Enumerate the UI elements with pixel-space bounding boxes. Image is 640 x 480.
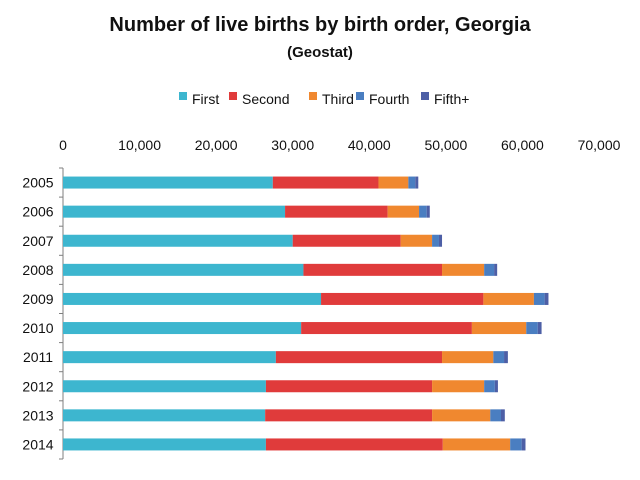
category-label: 2012	[22, 378, 53, 394]
bar-segment	[432, 380, 485, 393]
bar-segment	[521, 438, 526, 451]
bar-segment	[63, 292, 322, 305]
category-label: 2005	[22, 175, 53, 191]
bar-segment	[63, 351, 276, 364]
x-tick-label: 60,000	[501, 137, 544, 153]
bar-segment	[400, 234, 433, 247]
bar-segment	[544, 292, 549, 305]
chart-title: Number of live births by birth order, Ge…	[109, 14, 531, 36]
category-label: 2014	[22, 436, 53, 452]
bar-segment	[387, 205, 420, 218]
legend-swatch	[421, 92, 429, 100]
x-tick-label: 30,000	[271, 137, 314, 153]
legend-swatch	[309, 92, 317, 100]
category-label: 2010	[22, 320, 53, 336]
bar-segment	[442, 263, 485, 276]
bar-segment	[471, 322, 527, 335]
bar-segment	[426, 205, 430, 218]
bar-segment	[265, 409, 433, 422]
bar-segment	[510, 438, 522, 451]
bar-segment	[533, 292, 545, 305]
bar-segment	[265, 380, 433, 393]
bar-segment	[494, 263, 498, 276]
bar-segment	[321, 292, 484, 305]
chart-subtitle: (Geostat)	[287, 44, 353, 61]
category-label: 2008	[22, 262, 53, 278]
bar-segment	[63, 322, 302, 335]
legend-label: Fifth+	[434, 91, 469, 107]
x-tick-label: 50,000	[424, 137, 467, 153]
bar-segment	[484, 263, 495, 276]
bar-segment	[63, 380, 266, 393]
bar-segment	[275, 351, 443, 364]
bar-segment	[526, 322, 538, 335]
bar-segment	[63, 176, 273, 189]
x-tick-label: 0	[59, 137, 67, 153]
bar-segment	[303, 263, 443, 276]
bar-segment	[483, 292, 534, 305]
bar-segment	[432, 234, 439, 247]
bar-segment	[500, 409, 505, 422]
category-label: 2011	[23, 349, 53, 365]
bar-segment	[63, 409, 266, 422]
legend-label: Second	[242, 91, 289, 107]
legend-label: Fourth	[369, 91, 409, 107]
bar-segment	[63, 438, 266, 451]
bar-segment	[301, 322, 472, 335]
legend-swatch	[356, 92, 364, 100]
bar-segment	[438, 234, 443, 247]
x-tick-label: 20,000	[195, 137, 238, 153]
bar-segment	[419, 205, 427, 218]
category-label: 2007	[22, 233, 53, 249]
x-tick-label: 40,000	[348, 137, 391, 153]
bar-segment	[272, 176, 379, 189]
category-label: 2013	[22, 407, 53, 423]
bar-segment	[442, 438, 511, 451]
bar-segment	[504, 351, 508, 364]
bar-segment	[378, 176, 409, 189]
bar-segment	[408, 176, 416, 189]
legend-swatch	[229, 92, 237, 100]
bar-segment	[265, 438, 443, 451]
bar-segment	[484, 380, 495, 393]
bar-segment	[285, 205, 388, 218]
x-tick-label: 70,000	[578, 137, 621, 153]
legend-label: Third	[322, 91, 354, 107]
bar-segment	[63, 263, 304, 276]
bar-segment	[292, 234, 401, 247]
category-label: 2009	[22, 291, 53, 307]
bar-segment	[415, 176, 419, 189]
bar-segment	[442, 351, 494, 364]
bar-segment	[432, 409, 491, 422]
bar-segment	[63, 234, 293, 247]
bar-segment	[490, 409, 501, 422]
bar-segment	[537, 322, 542, 335]
bar-segment	[493, 351, 505, 364]
legend-swatch	[179, 92, 187, 100]
bar-segment	[494, 380, 498, 393]
x-tick-label: 10,000	[118, 137, 161, 153]
category-label: 2006	[22, 204, 53, 220]
bar-segment	[63, 205, 286, 218]
legend-label: First	[192, 91, 219, 107]
